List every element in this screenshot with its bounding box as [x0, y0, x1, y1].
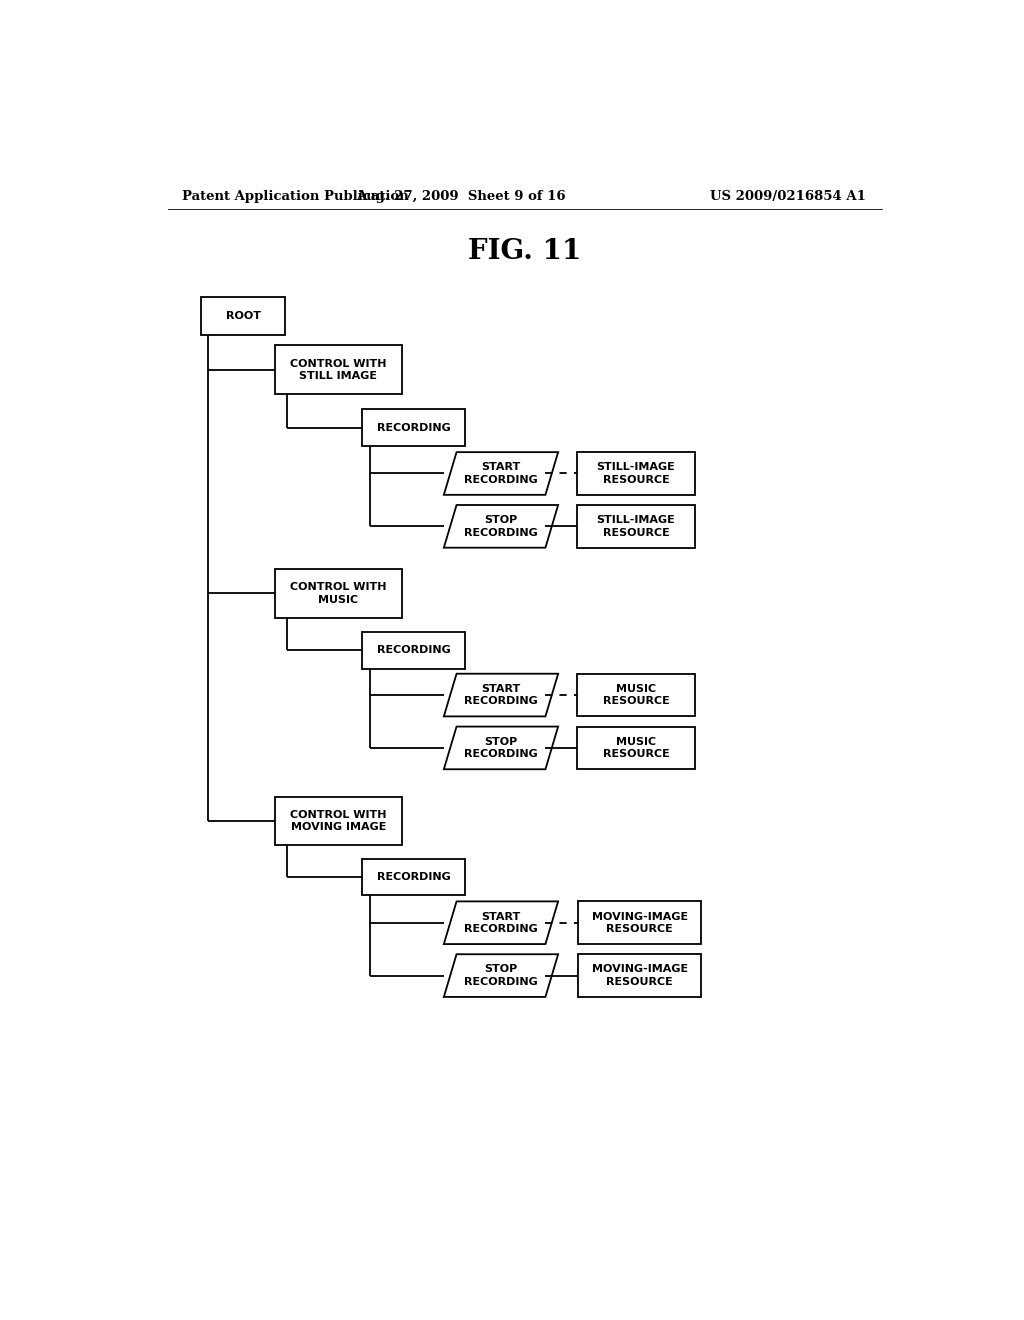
Bar [578, 673, 694, 717]
Text: MOVING-IMAGE
RESOURCE: MOVING-IMAGE RESOURCE [592, 965, 688, 987]
Text: RECORDING: RECORDING [377, 645, 451, 655]
Bar [578, 453, 694, 495]
Text: MUSIC
RESOURCE: MUSIC RESOURCE [602, 737, 670, 759]
Polygon shape [443, 726, 558, 770]
Bar [274, 346, 401, 395]
Polygon shape [443, 954, 558, 997]
Bar [202, 297, 285, 335]
Bar [362, 632, 465, 669]
Bar [362, 409, 465, 446]
Text: START
RECORDING: START RECORDING [464, 912, 538, 935]
Bar [579, 902, 701, 944]
Bar [362, 859, 465, 895]
Text: START
RECORDING: START RECORDING [464, 462, 538, 484]
Polygon shape [443, 506, 558, 548]
Text: STOP
RECORDING: STOP RECORDING [464, 965, 538, 987]
Bar [578, 726, 694, 770]
Text: MOVING-IMAGE
RESOURCE: MOVING-IMAGE RESOURCE [592, 912, 688, 935]
Text: Aug. 27, 2009  Sheet 9 of 16: Aug. 27, 2009 Sheet 9 of 16 [356, 190, 566, 202]
Text: CONTROL WITH
STILL IMAGE: CONTROL WITH STILL IMAGE [290, 359, 386, 381]
Text: RECORDING: RECORDING [377, 873, 451, 882]
Text: START
RECORDING: START RECORDING [464, 684, 538, 706]
Bar [274, 569, 401, 618]
Text: MUSIC
RESOURCE: MUSIC RESOURCE [602, 684, 670, 706]
Text: Patent Application Publication: Patent Application Publication [182, 190, 409, 202]
Text: STOP
RECORDING: STOP RECORDING [464, 737, 538, 759]
Text: RECORDING: RECORDING [377, 422, 451, 433]
Text: STILL-IMAGE
RESOURCE: STILL-IMAGE RESOURCE [597, 515, 675, 537]
Polygon shape [443, 673, 558, 717]
Text: STILL-IMAGE
RESOURCE: STILL-IMAGE RESOURCE [597, 462, 675, 484]
Bar [274, 797, 401, 846]
Text: FIG. 11: FIG. 11 [468, 239, 582, 265]
Text: US 2009/0216854 A1: US 2009/0216854 A1 [711, 190, 866, 202]
Polygon shape [443, 902, 558, 944]
Text: CONTROL WITH
MOVING IMAGE: CONTROL WITH MOVING IMAGE [290, 810, 386, 833]
Bar [579, 954, 701, 997]
Bar [578, 506, 694, 548]
Polygon shape [443, 453, 558, 495]
Text: ROOT: ROOT [225, 312, 260, 321]
Text: CONTROL WITH
MUSIC: CONTROL WITH MUSIC [290, 582, 386, 605]
Text: STOP
RECORDING: STOP RECORDING [464, 515, 538, 537]
